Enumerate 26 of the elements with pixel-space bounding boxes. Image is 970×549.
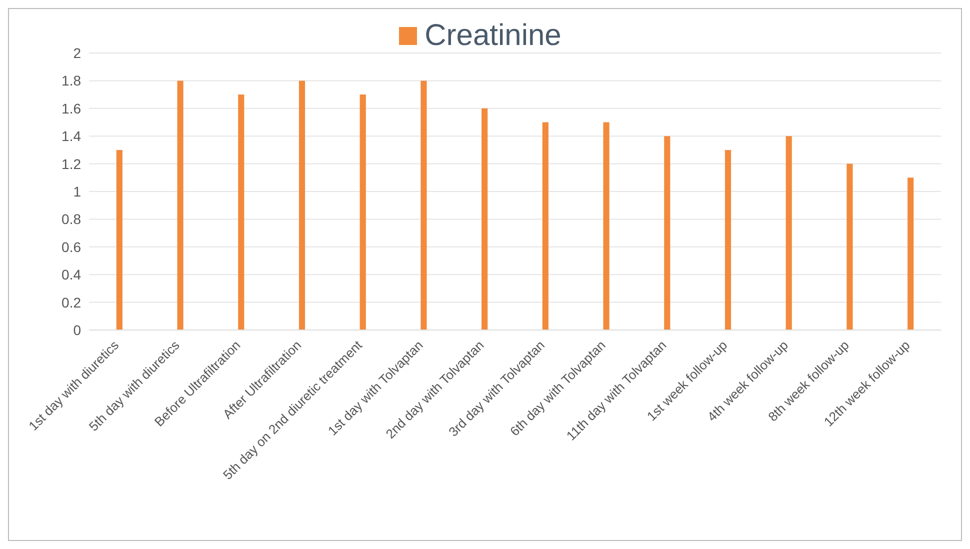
bar bbox=[542, 122, 548, 330]
y-tick-label: 0 bbox=[73, 322, 82, 338]
bar bbox=[177, 80, 184, 330]
bar bbox=[724, 150, 732, 330]
y-tick-label: 0.4 bbox=[62, 266, 82, 283]
bar bbox=[846, 164, 853, 330]
bar bbox=[664, 136, 670, 330]
bar bbox=[603, 122, 610, 330]
y-tick-label: 1.8 bbox=[62, 72, 82, 89]
y-tick-label: 0.8 bbox=[62, 211, 82, 228]
bar bbox=[908, 178, 914, 330]
bar bbox=[238, 94, 244, 330]
bar bbox=[116, 150, 122, 330]
y-tick-label: 0.6 bbox=[62, 238, 82, 255]
y-tick-label: 1.4 bbox=[62, 128, 82, 144]
bar bbox=[482, 108, 488, 330]
bar bbox=[360, 94, 366, 330]
y-tick-label: 1.6 bbox=[62, 100, 82, 116]
y-tick-label: 0.2 bbox=[62, 294, 82, 310]
y-tick-label: 2 bbox=[73, 44, 82, 61]
bar bbox=[420, 80, 427, 330]
bar bbox=[786, 136, 792, 330]
y-tick-label: 1.2 bbox=[62, 156, 82, 172]
bar bbox=[298, 80, 306, 330]
legend-label: Creatinine bbox=[424, 19, 562, 53]
y-tick-label: 1 bbox=[73, 183, 82, 200]
